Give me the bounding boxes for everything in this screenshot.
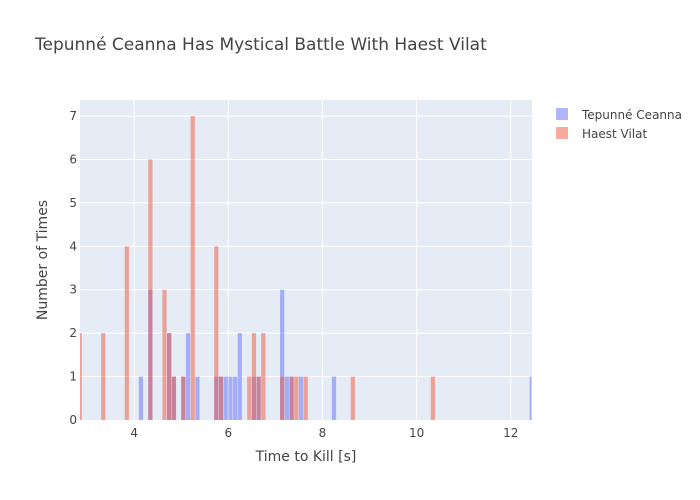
y-tick-labels: 0 1 2 3 4 5 6 7 [69,109,77,427]
bar-tepunne-ceanna[interactable] [237,333,242,420]
bar-tepunne-ceanna[interactable] [331,376,337,420]
legend-item-haest-vilat[interactable]: Haest Vilat [556,127,647,141]
bar-haest-vilat[interactable] [430,376,435,420]
y-tick-label: 7 [69,109,77,123]
x-tick-label: 6 [224,426,232,440]
bar-haest-vilat[interactable] [190,116,195,421]
legend: Tepunné Ceanna Haest Vilat [556,108,682,141]
x-tick-label: 10 [409,426,424,440]
y-tick-label: 1 [69,370,77,384]
bar-tepunne-ceanna[interactable] [233,376,238,420]
bar-haest-vilat[interactable] [181,376,186,420]
bar-tepunne-ceanna[interactable] [195,376,200,420]
plot-background [80,100,532,420]
y-tick-label: 6 [69,152,77,166]
bar-haest-vilat[interactable] [148,159,153,421]
x-tick-labels: 4 6 8 10 12 [130,426,518,440]
y-tick-label: 5 [69,196,77,210]
bar-haest-vilat[interactable] [167,333,172,420]
bar-haest-vilat[interactable] [80,333,82,420]
legend-swatch-tepunne-ceanna [556,108,568,120]
chart-title: Tepunné Ceanna Has Mystical Battle With … [34,35,487,55]
bar-haest-vilat[interactable] [256,376,261,420]
bar-haest-vilat[interactable] [280,376,285,420]
bar-tepunne-ceanna[interactable] [284,376,290,420]
bar-haest-vilat[interactable] [214,246,219,420]
legend-label-tepunne-ceanna: Tepunné Ceanna [581,108,682,122]
bar-haest-vilat[interactable] [162,289,167,420]
y-tick-label: 2 [69,326,77,340]
bar-tepunne-ceanna[interactable] [529,376,532,420]
bar-tepunne-ceanna[interactable] [138,376,144,420]
bar-haest-vilat[interactable] [124,246,129,420]
gridlines [80,100,532,420]
bar-tepunne-ceanna[interactable] [298,376,304,420]
bar-tepunne-ceanna[interactable] [280,289,285,420]
x-tick-label: 8 [319,426,327,440]
bar-tepunne-ceanna[interactable] [223,376,228,420]
x-tick-label: 12 [503,426,518,440]
bar-haest-vilat[interactable] [350,376,355,420]
x-tick-label: 4 [130,426,138,440]
y-tick-label: 3 [69,283,77,297]
bar-tepunne-ceanna[interactable] [228,376,233,420]
y-tick-label: 4 [69,239,77,253]
bar-haest-vilat[interactable] [303,376,308,420]
y-tick-label: 0 [69,413,77,427]
bar-haest-vilat[interactable] [218,376,224,420]
y-axis-title: Number of Times [35,200,51,320]
bar-tepunne-ceanna[interactable] [185,333,191,420]
x-axis-title: Time to Kill [s] [255,449,357,465]
bar-haest-vilat[interactable] [251,333,257,420]
bar-haest-vilat[interactable] [247,376,252,420]
bar-haest-vilat[interactable] [171,376,177,420]
legend-label-haest-vilat: Haest Vilat [582,127,647,141]
bar-haest-vilat[interactable] [261,333,266,420]
bar-haest-vilat[interactable] [289,376,294,420]
bar-haest-vilat[interactable] [101,333,106,420]
bar-haest-vilat[interactable] [294,376,299,420]
legend-item-tepunne-ceanna[interactable]: Tepunné Ceanna [556,108,682,122]
legend-swatch-haest-vilat [556,127,568,139]
bars-layer [80,116,532,421]
